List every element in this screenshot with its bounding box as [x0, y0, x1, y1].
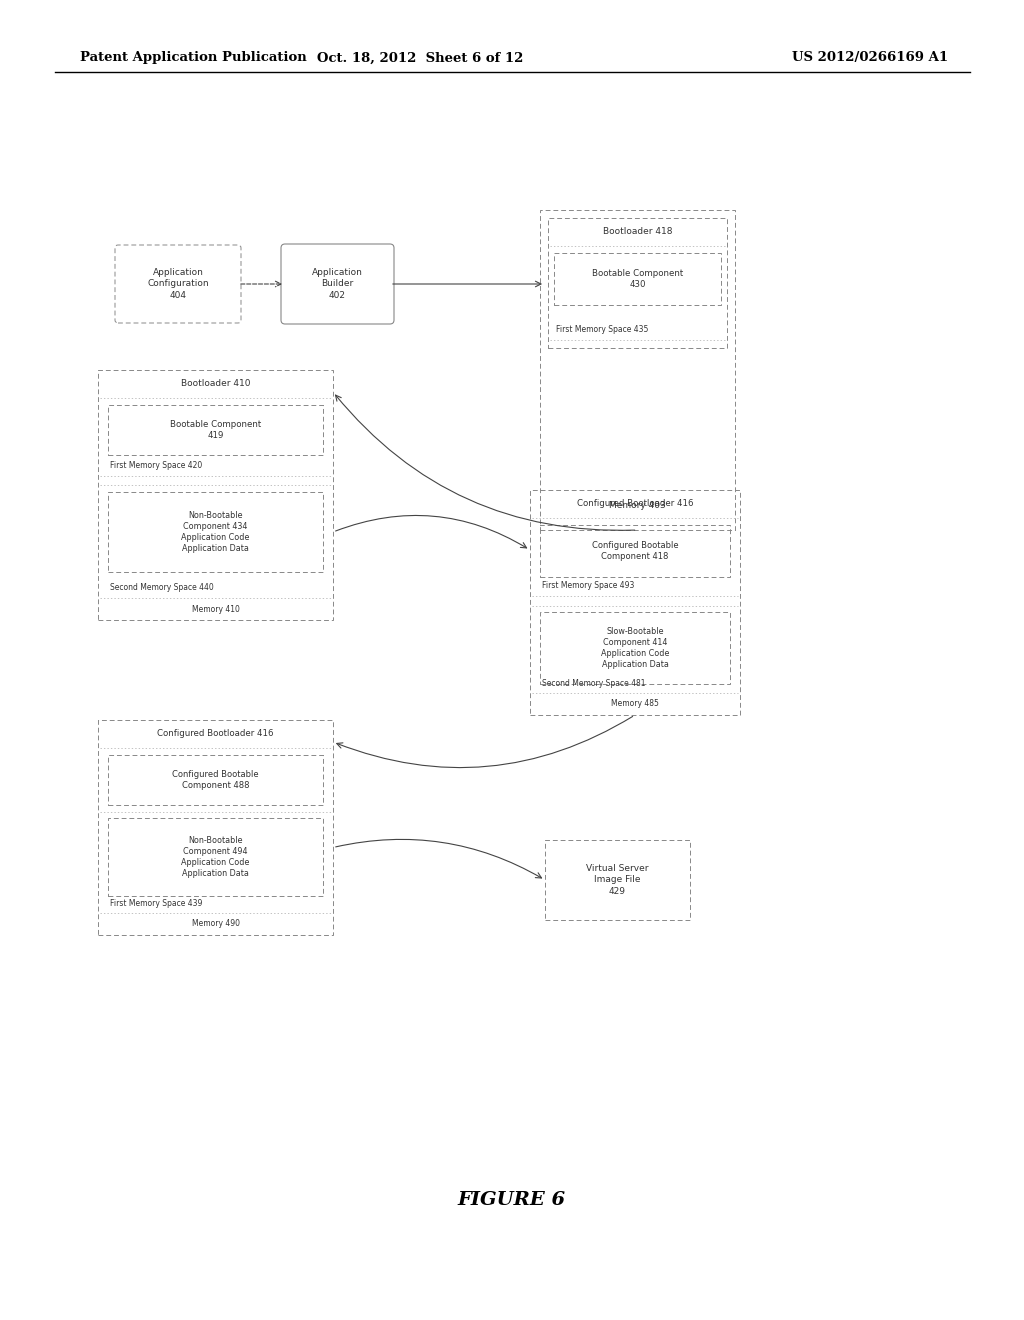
Text: Configured Bootable
Component 488: Configured Bootable Component 488: [172, 770, 259, 791]
Bar: [108, 755, 323, 805]
Text: First Memory Space 420: First Memory Space 420: [110, 461, 203, 470]
Text: Application
Builder
402: Application Builder 402: [312, 268, 362, 300]
Text: Bootloader 418: Bootloader 418: [603, 227, 672, 236]
Text: First Memory Space 439: First Memory Space 439: [110, 899, 203, 908]
Text: Memory 410: Memory 410: [191, 605, 240, 614]
Bar: [548, 218, 727, 348]
Text: Application
Configuration
404: Application Configuration 404: [147, 268, 209, 300]
Text: Memory 485: Memory 485: [611, 700, 658, 709]
Text: Non-Bootable
Component 434
Application Code
Application Data: Non-Bootable Component 434 Application C…: [181, 511, 250, 553]
Text: Bootable Component
419: Bootable Component 419: [170, 420, 261, 440]
Bar: [545, 840, 690, 920]
Bar: [540, 210, 735, 531]
Text: Bootloader 410: Bootloader 410: [181, 380, 250, 388]
Text: Non-Bootable
Component 494
Application Code
Application Data: Non-Bootable Component 494 Application C…: [181, 836, 250, 878]
Text: US 2012/0266169 A1: US 2012/0266169 A1: [792, 51, 948, 65]
Text: Memory 490: Memory 490: [191, 920, 240, 928]
Bar: [540, 525, 730, 577]
Bar: [108, 492, 323, 572]
Bar: [540, 612, 730, 684]
Text: Configured Bootloader 416: Configured Bootloader 416: [158, 730, 273, 738]
Text: Configured Bootable
Component 418: Configured Bootable Component 418: [592, 541, 678, 561]
Text: Patent Application Publication: Patent Application Publication: [80, 51, 307, 65]
Bar: [108, 818, 323, 896]
Bar: [108, 405, 323, 455]
Bar: [98, 719, 333, 935]
Text: First Memory Space 493: First Memory Space 493: [542, 582, 635, 590]
Bar: [530, 490, 740, 715]
Text: Memory 403: Memory 403: [609, 500, 666, 510]
Text: Second Memory Space 481: Second Memory Space 481: [542, 678, 645, 688]
Bar: [554, 253, 721, 305]
Text: Slow-Bootable
Component 414
Application Code
Application Data: Slow-Bootable Component 414 Application …: [601, 627, 670, 669]
Text: Virtual Server
Image File
429: Virtual Server Image File 429: [587, 865, 649, 895]
Text: Configured Bootloader 416: Configured Bootloader 416: [577, 499, 693, 508]
Text: First Memory Space 435: First Memory Space 435: [556, 326, 648, 334]
Bar: [98, 370, 333, 620]
Text: Second Memory Space 440: Second Memory Space 440: [110, 583, 214, 593]
Text: Bootable Component
430: Bootable Component 430: [592, 269, 683, 289]
Text: FIGURE 6: FIGURE 6: [458, 1191, 566, 1209]
Text: Oct. 18, 2012  Sheet 6 of 12: Oct. 18, 2012 Sheet 6 of 12: [316, 51, 523, 65]
